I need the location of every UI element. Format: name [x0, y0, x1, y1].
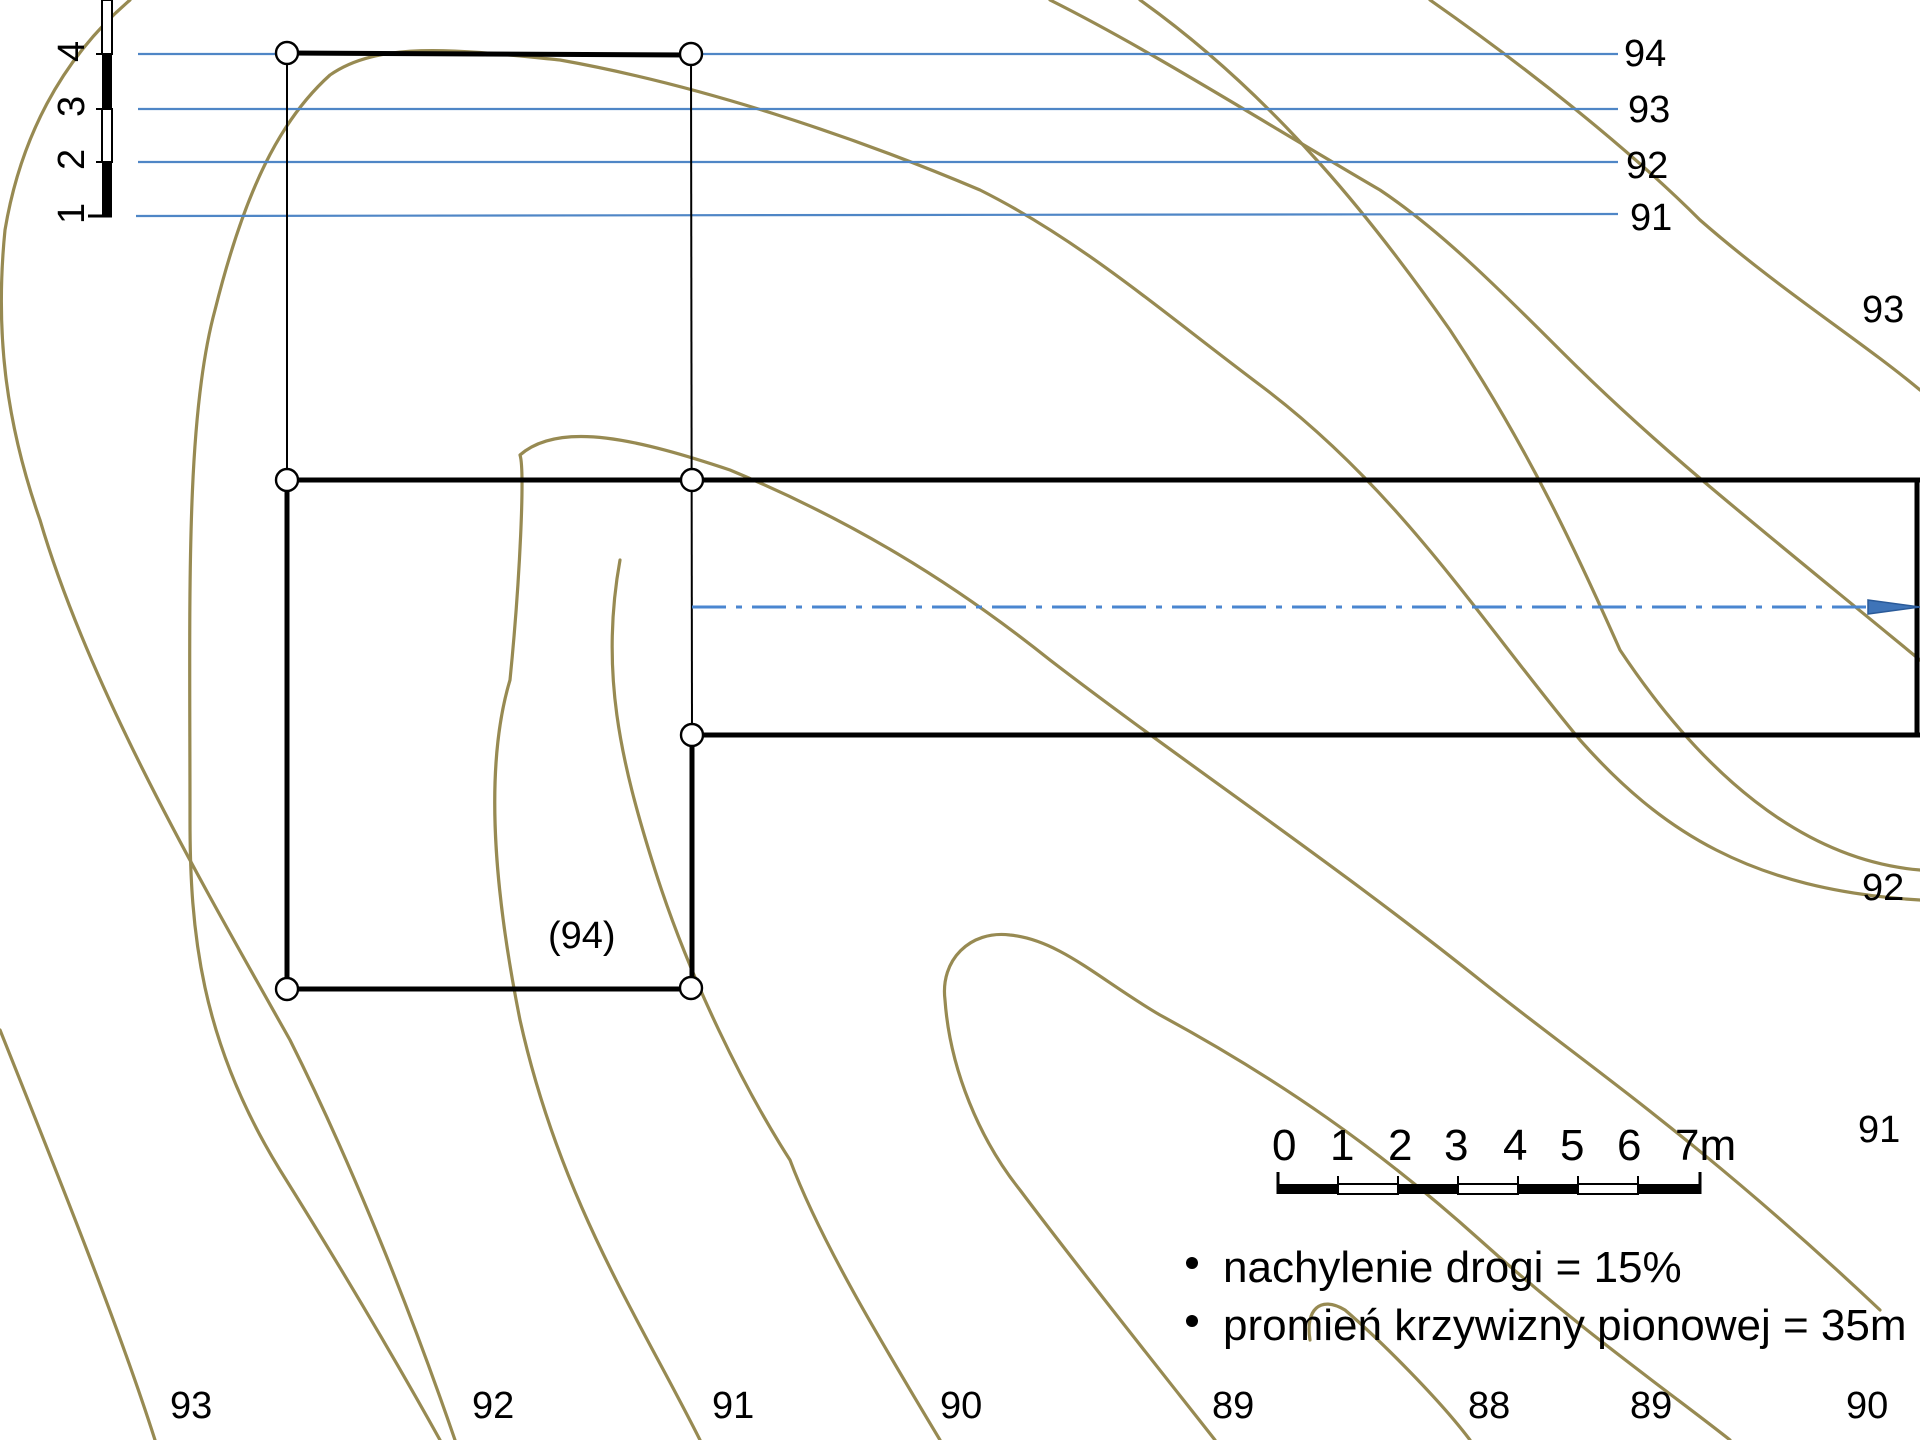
- level-label-91: 91: [1630, 197, 1672, 239]
- contour-label: 93: [1862, 289, 1904, 331]
- contour-label: 89: [1212, 1385, 1254, 1427]
- note-vertical-radius: promień krzywizny pionowej = 35m: [1223, 1301, 1907, 1350]
- vertical-scale-seg-4: [101, 0, 113, 55]
- scale-bar-seg: [1638, 1184, 1700, 1194]
- scale-bar-seg: [1457, 1183, 1519, 1195]
- contour-92-right: [1138, 0, 1920, 872]
- node: [679, 467, 705, 493]
- contour-90: [610, 0, 1920, 1442]
- spot-height-label: (94): [548, 915, 616, 957]
- contour-89-upper: [1428, 0, 1920, 392]
- node: [274, 976, 300, 1002]
- scale-bar-label: 3: [1444, 1121, 1468, 1170]
- contour-value-labels: 93 92 91 93 92 91 90 89 88 89 90: [170, 289, 1904, 1427]
- scale-bar-label: 7m: [1675, 1121, 1736, 1170]
- node: [274, 40, 300, 66]
- vertical-scale-label-3: 3: [51, 96, 93, 117]
- level-label-94: 94: [1624, 33, 1666, 75]
- profile-level-lines: 94 93 92 91: [135, 33, 1672, 239]
- scale-bar-label: 5: [1560, 1121, 1584, 1170]
- road-axis: [692, 599, 1920, 615]
- contour-93-left: [0, 1028, 157, 1442]
- contour-93: [0, 0, 457, 1442]
- level-label-93: 93: [1628, 89, 1670, 131]
- road-axis-arrow: [1867, 599, 1920, 615]
- contour-label: 88: [1468, 1385, 1510, 1427]
- node: [678, 975, 704, 1001]
- projection-line-right: [690, 53, 693, 736]
- scale-bar-seg: [1577, 1183, 1639, 1195]
- contour-label: 90: [940, 1385, 982, 1427]
- scale-bar-label: 4: [1503, 1121, 1527, 1170]
- vertical-scale-seg-2: [101, 108, 113, 163]
- level-label-92: 92: [1626, 145, 1668, 187]
- scale-bar-label: 2: [1388, 1121, 1412, 1170]
- scale-bar: 0 1 2 3 4 5 6 7m: [1272, 1121, 1736, 1195]
- vertical-scale-label-4: 4: [51, 41, 93, 62]
- contour-92: [188, 49, 1920, 1442]
- contour-label: 89: [1630, 1385, 1672, 1427]
- contour-label: 91: [712, 1385, 754, 1427]
- building-outline: [284, 50, 1920, 992]
- level-line-91: [135, 212, 1619, 218]
- vertical-scale-label-2: 2: [51, 149, 93, 170]
- scale-bar-label: 6: [1617, 1121, 1641, 1170]
- note-road-slope: nachylenie drogi = 15%: [1223, 1243, 1682, 1292]
- scale-bar-seg: [1278, 1184, 1338, 1194]
- bullet-icon: [1186, 1257, 1198, 1269]
- vertex-nodes: [274, 40, 705, 1002]
- scale-bar-seg: [1398, 1184, 1458, 1194]
- contour-label: 90: [1846, 1385, 1888, 1427]
- contour-label: 93: [170, 1385, 212, 1427]
- vertical-scale-label-1: 1: [51, 203, 93, 224]
- scale-bar-seg: [1518, 1184, 1578, 1194]
- vertical-scale: 1 2 3 4: [51, 0, 113, 224]
- bullet-icon: [1186, 1315, 1198, 1327]
- scale-bar-label: 0: [1272, 1121, 1296, 1170]
- node: [678, 41, 704, 67]
- vertical-scale-seg-3: [102, 54, 112, 109]
- contour-88-loop: [1307, 1302, 1472, 1442]
- contour-label: 92: [472, 1385, 514, 1427]
- scale-bar-label: 1: [1330, 1121, 1354, 1170]
- node: [274, 467, 300, 493]
- scale-bar-seg: [1337, 1183, 1399, 1195]
- contour-label: 92: [1862, 867, 1904, 909]
- contour-91: [493, 434, 1882, 1442]
- contour-89-loop: [942, 932, 1732, 1442]
- vertical-scale-seg-1: [102, 162, 112, 216]
- contour-label: 91: [1858, 1109, 1900, 1151]
- profile-top-edge: [286, 50, 692, 58]
- node: [679, 722, 705, 748]
- design-notes: nachylenie drogi = 15% promień krzywizny…: [1186, 1243, 1907, 1350]
